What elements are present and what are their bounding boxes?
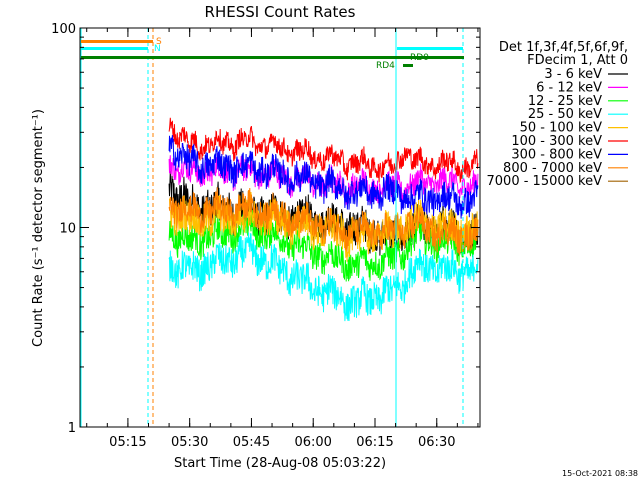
- flag-bar-saa: [81, 40, 153, 43]
- flag-label-n: N: [154, 44, 161, 54]
- flag-label-s: S: [156, 37, 162, 47]
- axes-layer: 1 10 100 05:15 05:30 05:45 06:00 06:15 06:30: [51, 22, 481, 450]
- legend-label-300-800-kev: 300 - 800 keV: [511, 147, 602, 162]
- legend-header-detectors: Det 1f,3f,4f,5f,6f,9f,: [499, 40, 628, 55]
- flag-bar-rd4: [403, 64, 413, 67]
- series-line-300-800-kev: [168, 135, 479, 219]
- timestamp: 15-Oct-2021 08:38: [562, 469, 638, 478]
- flag-bar-night: [81, 47, 148, 50]
- x-tick-label: 06:00: [294, 435, 331, 450]
- x-tick-label: 05:30: [171, 435, 208, 450]
- y-axis-label: Count Rate (s⁻¹ detector segment⁻¹): [31, 109, 46, 347]
- flag-label-rd0: RD0: [410, 53, 429, 63]
- legend-label-3-6-kev: 3 - 6 keV: [544, 67, 602, 82]
- x-tick-label: 05:15: [109, 435, 146, 450]
- x-tick-label: 06:30: [418, 435, 455, 450]
- legend-label-25-50-kev: 25 - 50 keV: [528, 107, 602, 122]
- data-layer: [168, 117, 479, 322]
- flag-bar-rd0-long: [81, 56, 464, 59]
- legend-label-800-7000-kev: 800 - 7000 keV: [503, 161, 602, 176]
- y-tick-label: 10: [59, 222, 76, 237]
- chart-title: RHESSI Count Rates: [205, 3, 356, 21]
- x-axis-label: Start Time (28-Aug-08 05:03:22): [174, 456, 386, 471]
- series-line-100-300-kev: [168, 117, 479, 184]
- legend-label-100-300-kev: 100 - 300 keV: [511, 134, 602, 149]
- legend-label-12-25-kev: 12 - 25 keV: [528, 94, 602, 109]
- x-tick-label: 06:15: [356, 435, 393, 450]
- legend-label-7000-15000-kev: 7000 - 15000 keV: [487, 174, 603, 189]
- y-tick-label: 1: [68, 421, 76, 436]
- flag-bar-night-late: [397, 47, 463, 50]
- legend-header-decimation: FDecim 1, Att 0: [527, 53, 628, 68]
- flag-label-rd4: RD4: [376, 61, 395, 71]
- y-tick-label: 100: [51, 22, 76, 37]
- x-tick-label: 05:45: [233, 435, 270, 450]
- legend-label-50-100-kev: 50 - 100 keV: [520, 121, 603, 136]
- series-line-6-12-kev: [168, 152, 479, 206]
- series-line-800-7000-kev: [168, 187, 479, 256]
- legend-label-6-12-kev: 6 - 12 keV: [536, 80, 602, 95]
- series-line-25-50-kev: [168, 232, 479, 322]
